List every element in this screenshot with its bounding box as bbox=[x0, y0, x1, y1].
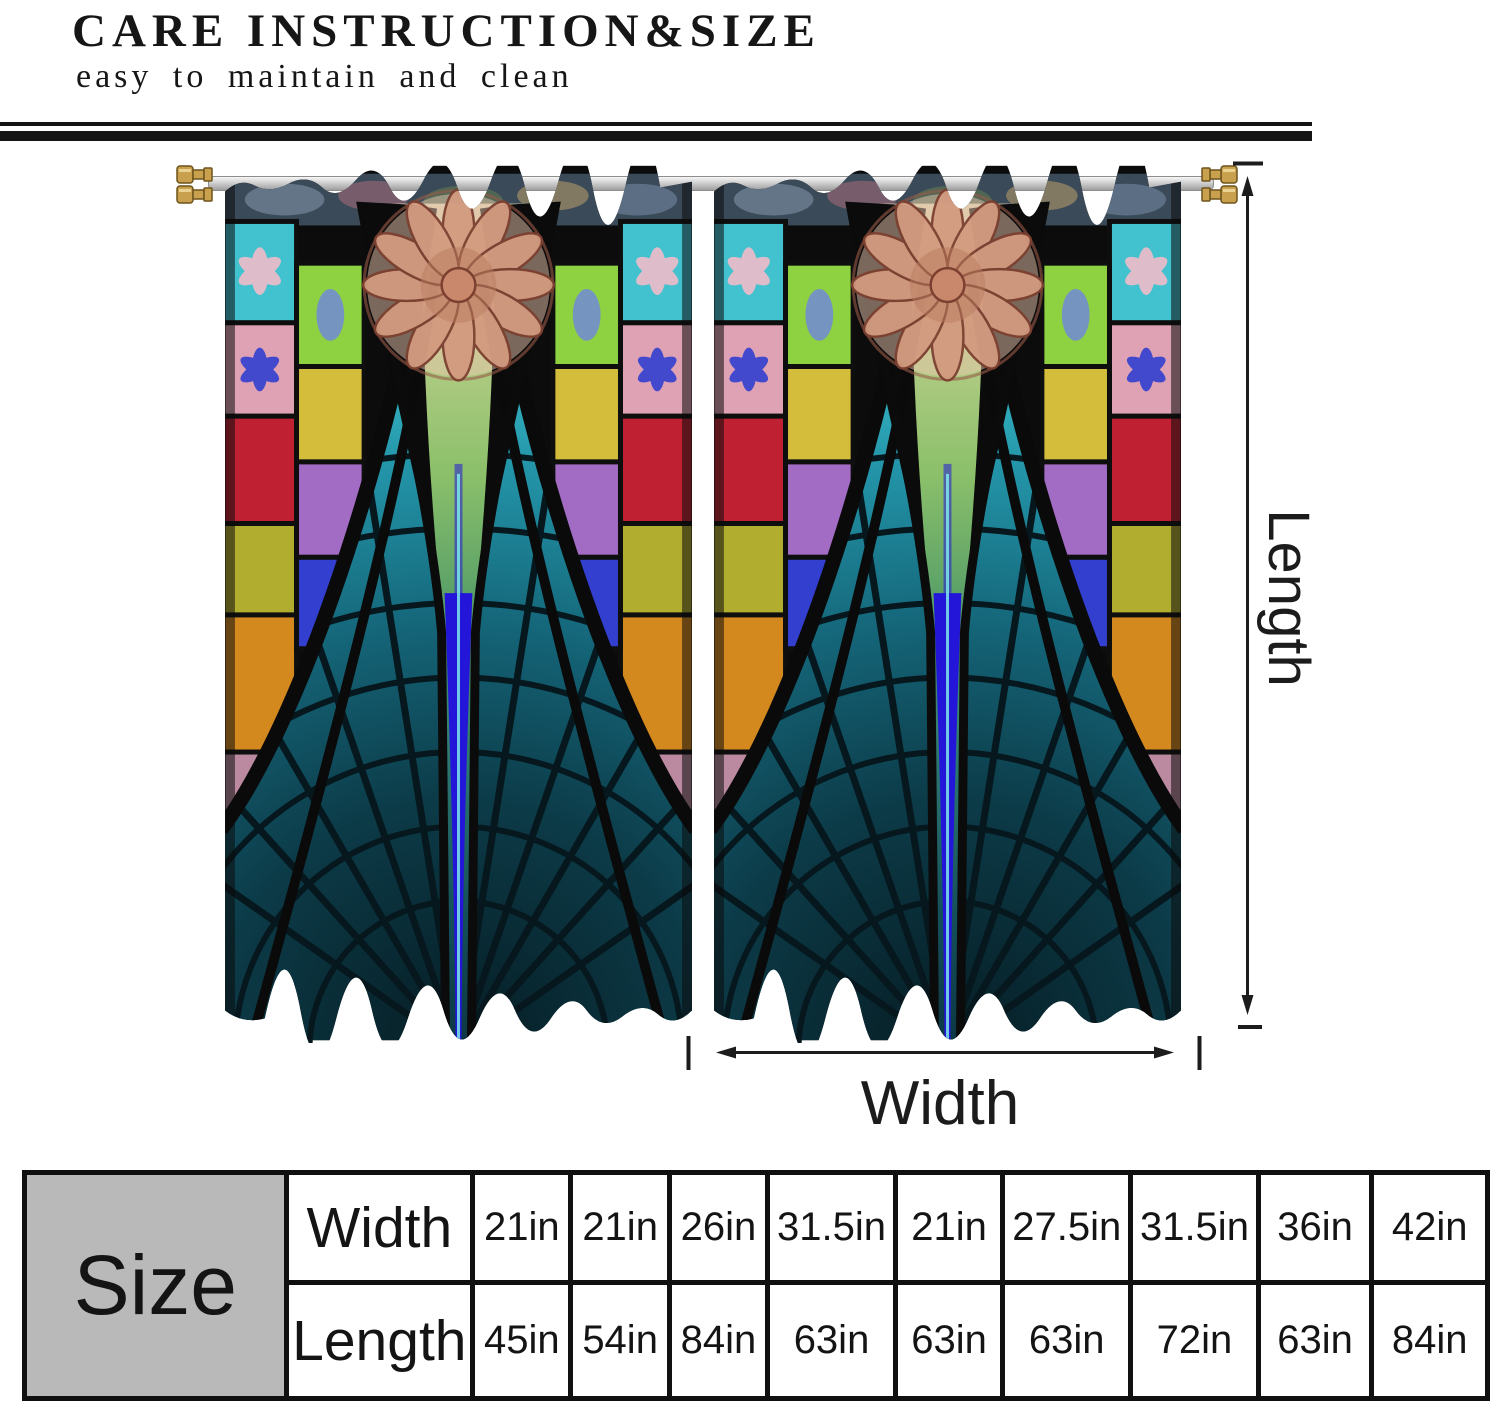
row-label-width: Width bbox=[283, 1170, 476, 1285]
page-subtitle: easy to maintain and clean bbox=[76, 58, 573, 95]
length-value-cell: 72in bbox=[1128, 1280, 1261, 1401]
length-label: Length bbox=[1256, 509, 1321, 687]
length-value-cell: 84in bbox=[1369, 1280, 1490, 1401]
rod-finial-left-icon bbox=[176, 165, 213, 204]
divider-thick-line bbox=[0, 131, 1312, 141]
width-value-cell: 42in bbox=[1369, 1170, 1490, 1285]
width-label: Width bbox=[860, 1069, 1020, 1138]
width-value-cell: 21in bbox=[892, 1170, 1006, 1285]
length-value-cell: 45in bbox=[470, 1280, 574, 1401]
rod-finial-right-icon bbox=[1201, 165, 1238, 204]
curtain-panel-right bbox=[714, 163, 1181, 1043]
width-value-cell: 36in bbox=[1255, 1170, 1375, 1285]
length-value-cell: 63in bbox=[1000, 1280, 1134, 1401]
length-value-cell: 63in bbox=[765, 1280, 898, 1401]
width-value-cell: 31.5in bbox=[1128, 1170, 1261, 1285]
row-label-length: Length bbox=[283, 1280, 476, 1401]
width-value-cell: 26in bbox=[666, 1170, 771, 1285]
page-title: CARE INSTRUCTION&SIZE bbox=[72, 5, 821, 57]
size-table: Size Width 21in 21in 26in 31.5in 21in 27… bbox=[22, 1170, 1490, 1401]
size-table-corner: Size bbox=[22, 1170, 289, 1401]
curtain-rod bbox=[208, 176, 1214, 191]
curtain-panel-left bbox=[225, 163, 692, 1043]
length-value-cell: 84in bbox=[666, 1280, 771, 1401]
length-value-cell: 63in bbox=[892, 1280, 1006, 1401]
width-value-cell: 21in bbox=[470, 1170, 574, 1285]
width-value-cell: 21in bbox=[568, 1170, 672, 1285]
width-value-cell: 31.5in bbox=[765, 1170, 898, 1285]
length-value-cell: 63in bbox=[1255, 1280, 1375, 1401]
divider-thin-line bbox=[0, 122, 1312, 126]
width-value-cell: 27.5in bbox=[1000, 1170, 1134, 1285]
length-value-cell: 54in bbox=[568, 1280, 672, 1401]
